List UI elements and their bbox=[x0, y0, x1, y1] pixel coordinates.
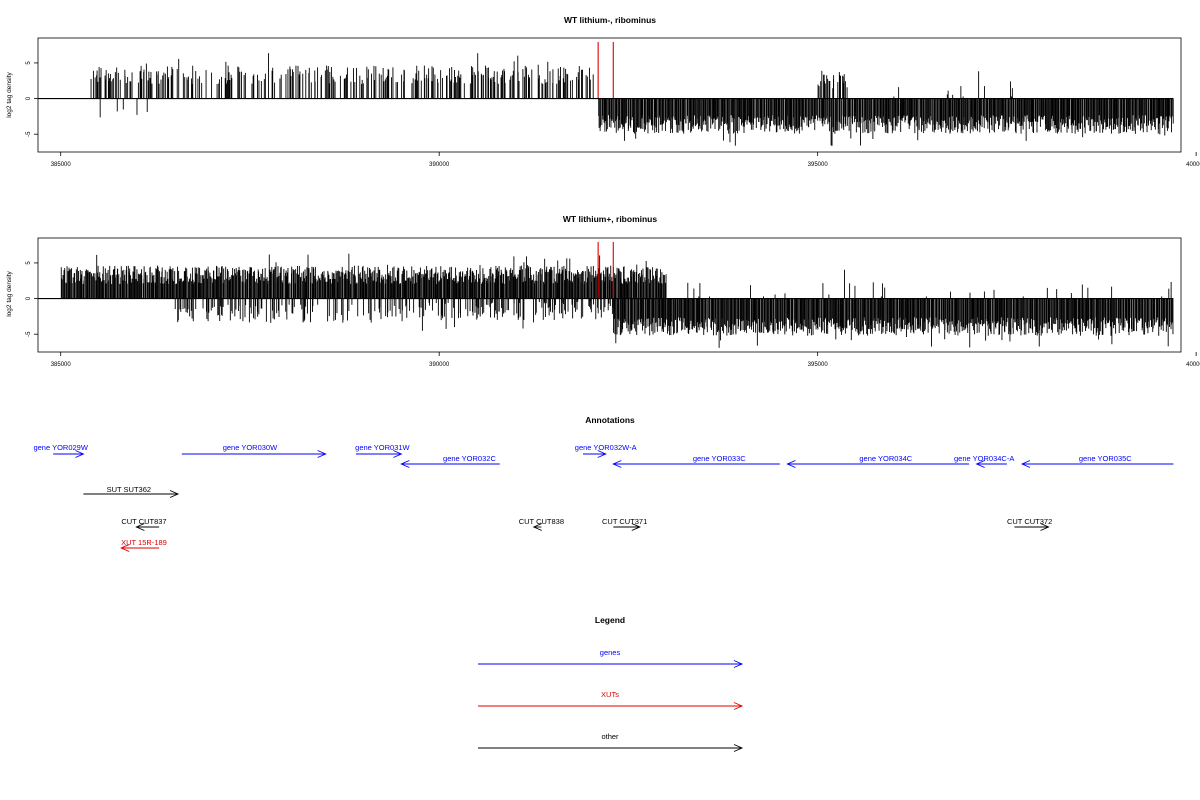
feature-arrow bbox=[975, 460, 1007, 468]
annotation-feature: gene YOR035C bbox=[1020, 454, 1174, 468]
y-tick-label: -5 bbox=[26, 131, 32, 137]
feature-label: gene YOR035C bbox=[1079, 454, 1132, 463]
annotation-feature: gene YOR034C-A bbox=[954, 454, 1014, 468]
legend-item: other bbox=[478, 732, 744, 752]
legend-item: genes bbox=[478, 648, 744, 668]
annotation-feature: CUT CUT372 bbox=[1007, 517, 1052, 531]
track-panel-lithium-minus: WT lithium-, ribominus log2 tag density … bbox=[6, 15, 1200, 168]
annotation-feature: gene YOR032W-A bbox=[575, 443, 637, 458]
feature-label: gene YOR030W bbox=[223, 443, 278, 452]
feature-label: SUT SUT362 bbox=[107, 485, 151, 494]
y-tick-label: 5 bbox=[26, 61, 32, 65]
marker-group bbox=[597, 242, 614, 299]
annotations-section: Annotations gene YOR029W gene YOR030W gene… bbox=[33, 415, 1174, 552]
panel-title: WT lithium-, ribominus bbox=[564, 15, 656, 25]
marker-group bbox=[597, 42, 614, 99]
y-tick-label: 0 bbox=[26, 296, 32, 300]
annotation-items: gene YOR029W gene YOR030W gene YOR031W gene… bbox=[33, 443, 1174, 552]
annotation-feature: gene YOR030W bbox=[181, 443, 327, 458]
annotation-feature: CUT CUT837 bbox=[121, 517, 167, 531]
y-tick-label: 0 bbox=[26, 96, 32, 100]
annotation-feature: CUT CUT838 bbox=[519, 517, 564, 531]
y-axis: 5 0 -5 bbox=[26, 61, 38, 137]
annotation-feature: gene YOR033C bbox=[612, 454, 780, 468]
x-tick-label: 390000 bbox=[429, 362, 450, 368]
feature-arrow bbox=[400, 460, 500, 468]
feature-arrow bbox=[532, 523, 542, 531]
x-axis: 385000 390000 395000 400000 bbox=[51, 152, 1200, 168]
legend-label: genes bbox=[600, 648, 621, 657]
feature-label: XUT 15R-189 bbox=[121, 538, 167, 547]
bar-group bbox=[90, 53, 1174, 146]
annotations-title: Annotations bbox=[585, 415, 635, 425]
feature-arrow bbox=[786, 460, 970, 468]
feature-label: gene YOR031W bbox=[355, 443, 410, 452]
feature-label: CUT CUT371 bbox=[602, 517, 647, 526]
y-axis: 5 0 -5 bbox=[26, 261, 38, 337]
legend-item: XUTs bbox=[478, 690, 744, 710]
annotation-feature: CUT CUT371 bbox=[602, 517, 647, 531]
feature-label: CUT CUT372 bbox=[1007, 517, 1052, 526]
feature-arrow bbox=[1020, 460, 1174, 468]
feature-label: gene YOR029W bbox=[33, 443, 88, 452]
feature-label: CUT CUT837 bbox=[121, 517, 166, 526]
x-tick-label: 400000 bbox=[1186, 162, 1200, 168]
x-tick-label: 400000 bbox=[1186, 362, 1200, 368]
feature-arrow bbox=[181, 450, 327, 458]
plot-frame bbox=[37, 237, 1182, 353]
legend-arrow bbox=[478, 702, 744, 710]
plot-frame bbox=[37, 37, 1182, 153]
feature-arrow bbox=[83, 490, 180, 498]
legend-section: Legend genes XUTs other bbox=[478, 615, 744, 752]
feature-arrow bbox=[355, 450, 403, 458]
annotation-feature: gene YOR034C bbox=[786, 454, 970, 468]
feature-arrow bbox=[53, 450, 85, 458]
annotation-feature: gene YOR029W bbox=[33, 443, 89, 458]
annotation-feature: SUT SUT362 bbox=[83, 485, 180, 498]
feature-arrow bbox=[120, 544, 160, 552]
track-panel-lithium-plus: WT lithium+, ribominus log2 tag density … bbox=[6, 214, 1200, 368]
feature-arrow bbox=[583, 450, 607, 458]
legend-title: Legend bbox=[595, 615, 625, 625]
annotation-feature: XUT 15R-189 bbox=[120, 538, 167, 552]
y-tick-label: 5 bbox=[26, 261, 32, 265]
feature-label: gene YOR034C bbox=[859, 454, 912, 463]
legend-items: genes XUTs other bbox=[478, 648, 744, 752]
bar-group bbox=[60, 253, 1174, 348]
feature-arrow bbox=[613, 523, 641, 531]
feature-label: gene YOR032C bbox=[443, 454, 496, 463]
x-tick-label: 385000 bbox=[51, 362, 72, 368]
annotation-feature: gene YOR032C bbox=[400, 454, 500, 468]
y-tick-label: -5 bbox=[26, 331, 32, 337]
y-axis-label: log2 tag density bbox=[6, 71, 13, 117]
x-tick-label: 385000 bbox=[51, 162, 72, 168]
feature-label: gene YOR033C bbox=[693, 454, 746, 463]
legend-arrow bbox=[478, 660, 744, 668]
annotation-feature: gene YOR031W bbox=[355, 443, 411, 458]
feature-label: gene YOR034C-A bbox=[954, 454, 1014, 463]
feature-arrow bbox=[1014, 523, 1050, 531]
x-tick-label: 395000 bbox=[808, 362, 829, 368]
feature-label: gene YOR032W-A bbox=[575, 443, 637, 452]
legend-arrow bbox=[478, 744, 744, 752]
feature-label: CUT CUT838 bbox=[519, 517, 564, 526]
x-tick-label: 395000 bbox=[808, 162, 829, 168]
feature-arrow bbox=[612, 460, 780, 468]
feature-arrow bbox=[135, 523, 160, 531]
x-axis: 385000 390000 395000 400000 bbox=[51, 352, 1200, 368]
y-axis-label: log2 tag density bbox=[6, 270, 13, 316]
panel-title: WT lithium+, ribominus bbox=[563, 214, 657, 224]
legend-label: other bbox=[601, 732, 619, 741]
legend-label: XUTs bbox=[601, 690, 619, 699]
x-tick-label: 390000 bbox=[429, 162, 450, 168]
